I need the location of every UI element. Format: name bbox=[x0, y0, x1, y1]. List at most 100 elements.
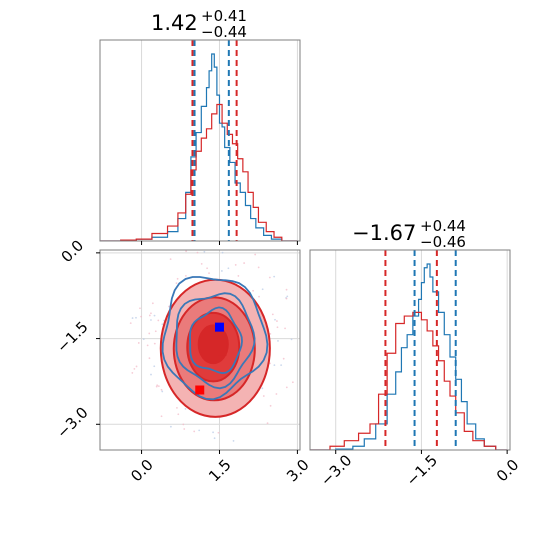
scatter-point bbox=[254, 253, 257, 256]
top-panel-frame bbox=[99, 39, 301, 242]
scatter-point bbox=[148, 314, 151, 317]
blue-contour-level-2 bbox=[189, 306, 243, 375]
scatter-point bbox=[243, 262, 246, 264]
scatter-point bbox=[177, 413, 180, 416]
joint-contours-group bbox=[129, 243, 294, 442]
scatter-point bbox=[161, 323, 164, 326]
scatter-point bbox=[154, 330, 157, 333]
scatter-point bbox=[157, 385, 160, 388]
marker-square-2 bbox=[195, 385, 205, 395]
scatter-point bbox=[182, 423, 185, 426]
scatter-point bbox=[290, 338, 293, 341]
scatter-point bbox=[276, 326, 279, 329]
scatter-point bbox=[140, 315, 142, 318]
title-right-minus: −0.46 bbox=[420, 233, 466, 251]
scatter-point bbox=[137, 342, 140, 344]
scatter-point bbox=[157, 319, 160, 322]
title-right-panel: −1.67 +0.44 −0.46 bbox=[352, 217, 466, 251]
scatter-point bbox=[153, 365, 156, 368]
right-x-tick-label: −1.5 bbox=[403, 451, 441, 489]
joint-panel-frame bbox=[99, 249, 301, 451]
scatter-point bbox=[206, 267, 209, 270]
joint-x-tick-label: 1.5 bbox=[205, 456, 235, 486]
scatter-point bbox=[285, 297, 288, 300]
title-top-panel: 1.42 +0.41 −0.44 bbox=[151, 7, 247, 41]
scatter-point bbox=[135, 365, 138, 368]
scatter-point bbox=[196, 251, 199, 254]
scatter-point bbox=[261, 288, 264, 291]
title-top-plus: +0.41 bbox=[201, 7, 247, 25]
scatter-point bbox=[176, 407, 178, 409]
scatter-point bbox=[160, 388, 163, 391]
scatter-point bbox=[184, 274, 187, 277]
scatter-point bbox=[139, 307, 141, 310]
scatter-point bbox=[269, 332, 272, 335]
scatter-point bbox=[286, 295, 289, 298]
scatter-point bbox=[133, 367, 136, 370]
scatter-point bbox=[161, 390, 164, 393]
scatter-point bbox=[212, 431, 214, 434]
scatter-point bbox=[258, 295, 260, 298]
scatter-point bbox=[273, 275, 276, 278]
scatter-point bbox=[146, 344, 149, 347]
histogram-step-series-1 bbox=[310, 311, 508, 450]
scatter-point bbox=[193, 430, 196, 433]
joint-y-tick-label: −1.5 bbox=[53, 318, 91, 356]
scatter-point bbox=[203, 250, 206, 253]
scatter-point bbox=[198, 429, 201, 432]
marginal-histogram-y bbox=[309, 249, 511, 454]
scatter-point bbox=[261, 387, 264, 390]
scatter-point bbox=[269, 404, 272, 407]
scatter-point bbox=[219, 246, 221, 248]
scatter-point bbox=[169, 425, 172, 428]
title-top-minus: −0.44 bbox=[201, 23, 247, 41]
title-top-value: 1.42 bbox=[151, 11, 198, 35]
joint-y-tick-label: −3.0 bbox=[53, 404, 91, 442]
marker-square-0 bbox=[214, 322, 224, 332]
scatter-point bbox=[275, 393, 278, 395]
scatter-point bbox=[234, 264, 237, 266]
scatter-point bbox=[160, 415, 163, 418]
scatter-point bbox=[148, 332, 151, 335]
scatter-point bbox=[268, 276, 271, 279]
scatter-point bbox=[184, 408, 187, 410]
scatter-point bbox=[150, 373, 152, 376]
blue-contour-level-0 bbox=[161, 276, 269, 401]
scatter-point bbox=[291, 381, 294, 384]
scatter-point bbox=[274, 318, 276, 321]
scatter-point bbox=[280, 364, 283, 367]
scatter-point bbox=[277, 340, 279, 342]
histogram-step-series-0 bbox=[100, 53, 298, 241]
marginal-histogram-x bbox=[99, 39, 301, 245]
scatter-point bbox=[151, 302, 154, 305]
tick-labels: 0.0 1.5 3.0 0.0 −1.5 −3.0 −3.0 −1.5 0.0 bbox=[53, 237, 522, 490]
scatter-point bbox=[217, 431, 220, 434]
scatter-point bbox=[131, 372, 134, 374]
joint-x-tick-label: 0.0 bbox=[127, 456, 157, 486]
scatter-point bbox=[131, 317, 134, 319]
scatter-point bbox=[276, 320, 278, 322]
scatter-point bbox=[148, 357, 151, 360]
scatter-point bbox=[284, 327, 286, 330]
right-series-group bbox=[310, 263, 508, 450]
joint-y-tick-label: 0.0 bbox=[58, 237, 88, 267]
scatter-point bbox=[168, 305, 170, 308]
histogram-step-series-0 bbox=[310, 263, 508, 450]
right-x-tick-label: 0.0 bbox=[493, 456, 523, 486]
marker-square-1 bbox=[217, 346, 227, 356]
scatter-point bbox=[213, 437, 216, 440]
scatter-point bbox=[155, 385, 158, 388]
scatter-point bbox=[185, 250, 188, 253]
scatter-point bbox=[273, 364, 276, 367]
scatter-point bbox=[183, 428, 186, 430]
scatter-point bbox=[205, 243, 207, 245]
scatter-point bbox=[150, 312, 152, 315]
right-x-tick-label: −3.0 bbox=[317, 451, 355, 489]
top-series-group bbox=[100, 53, 298, 241]
scatter-point bbox=[153, 314, 156, 317]
scatter-point bbox=[200, 262, 203, 265]
scatter-point bbox=[285, 288, 288, 291]
joint-contour-panel bbox=[96, 243, 301, 454]
scatter-point bbox=[252, 289, 254, 292]
